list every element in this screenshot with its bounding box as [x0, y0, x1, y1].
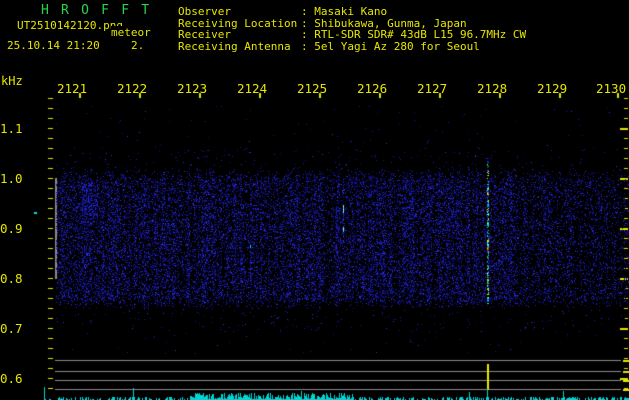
y-label-0.9: 0.9 — [0, 221, 23, 236]
y-label-0.6: 0.6 — [0, 371, 23, 386]
info-label: Receiving Antenna — [178, 39, 291, 53]
info-row: Receiving Antenna : 5el Yagi Az 280 for S… — [178, 41, 526, 53]
y-label-0.7: 0.7 — [0, 321, 23, 336]
x-label-2126: 2126 — [357, 81, 388, 96]
datetime-text: 25.10.14 21:20 — [7, 39, 100, 52]
x-label-2125: 2125 — [297, 81, 328, 96]
y-label-1.0: 1.0 — [0, 171, 23, 186]
x-label-2129: 2129 — [537, 81, 568, 96]
app-title: H R O F F T — [41, 3, 152, 18]
info-value: : 5el Yagi Az 280 for Seoul — [301, 39, 480, 53]
y-axis-unit: kHz — [1, 74, 23, 88]
x-label-2127: 2127 — [417, 81, 448, 96]
info-value: : Shibukawa, Gunma, Japan — [301, 16, 467, 30]
x-label-2121: 2121 — [57, 81, 88, 96]
output-filename: UT2510142120.png — [17, 19, 123, 32]
info-value: : RTL-SDR SDR# 43dB L15 96.7MHz CW — [301, 28, 527, 42]
station-info-block: Observer : Masaki Kano Receiving Location:… — [178, 6, 526, 52]
station-name: meteor — [111, 26, 151, 39]
x-label-2123: 2123 — [177, 81, 208, 96]
x-label-2130: 2130 — [596, 81, 627, 96]
info-row: Receiving Location: Shibukawa, Gunma, Ja… — [178, 16, 526, 30]
x-label-2128: 2128 — [477, 81, 508, 96]
echo-count: 2. — [131, 39, 145, 52]
info-row: Observer : Masaki Kano — [178, 6, 526, 18]
y-label-1.1: 1.1 — [0, 121, 23, 136]
info-value: : Masaki Kano — [301, 5, 388, 18]
info-label: Receiver — [178, 28, 231, 42]
y-label-0.8: 0.8 — [0, 271, 23, 286]
info-row: Receiver : RTL-SDR SDR# 43dB L15 96.7MHz … — [178, 29, 526, 41]
x-label-2124: 2124 — [237, 81, 268, 96]
info-label: Observer — [178, 5, 231, 18]
x-label-2122: 2122 — [117, 81, 148, 96]
info-label: Receiving Location — [178, 16, 298, 30]
